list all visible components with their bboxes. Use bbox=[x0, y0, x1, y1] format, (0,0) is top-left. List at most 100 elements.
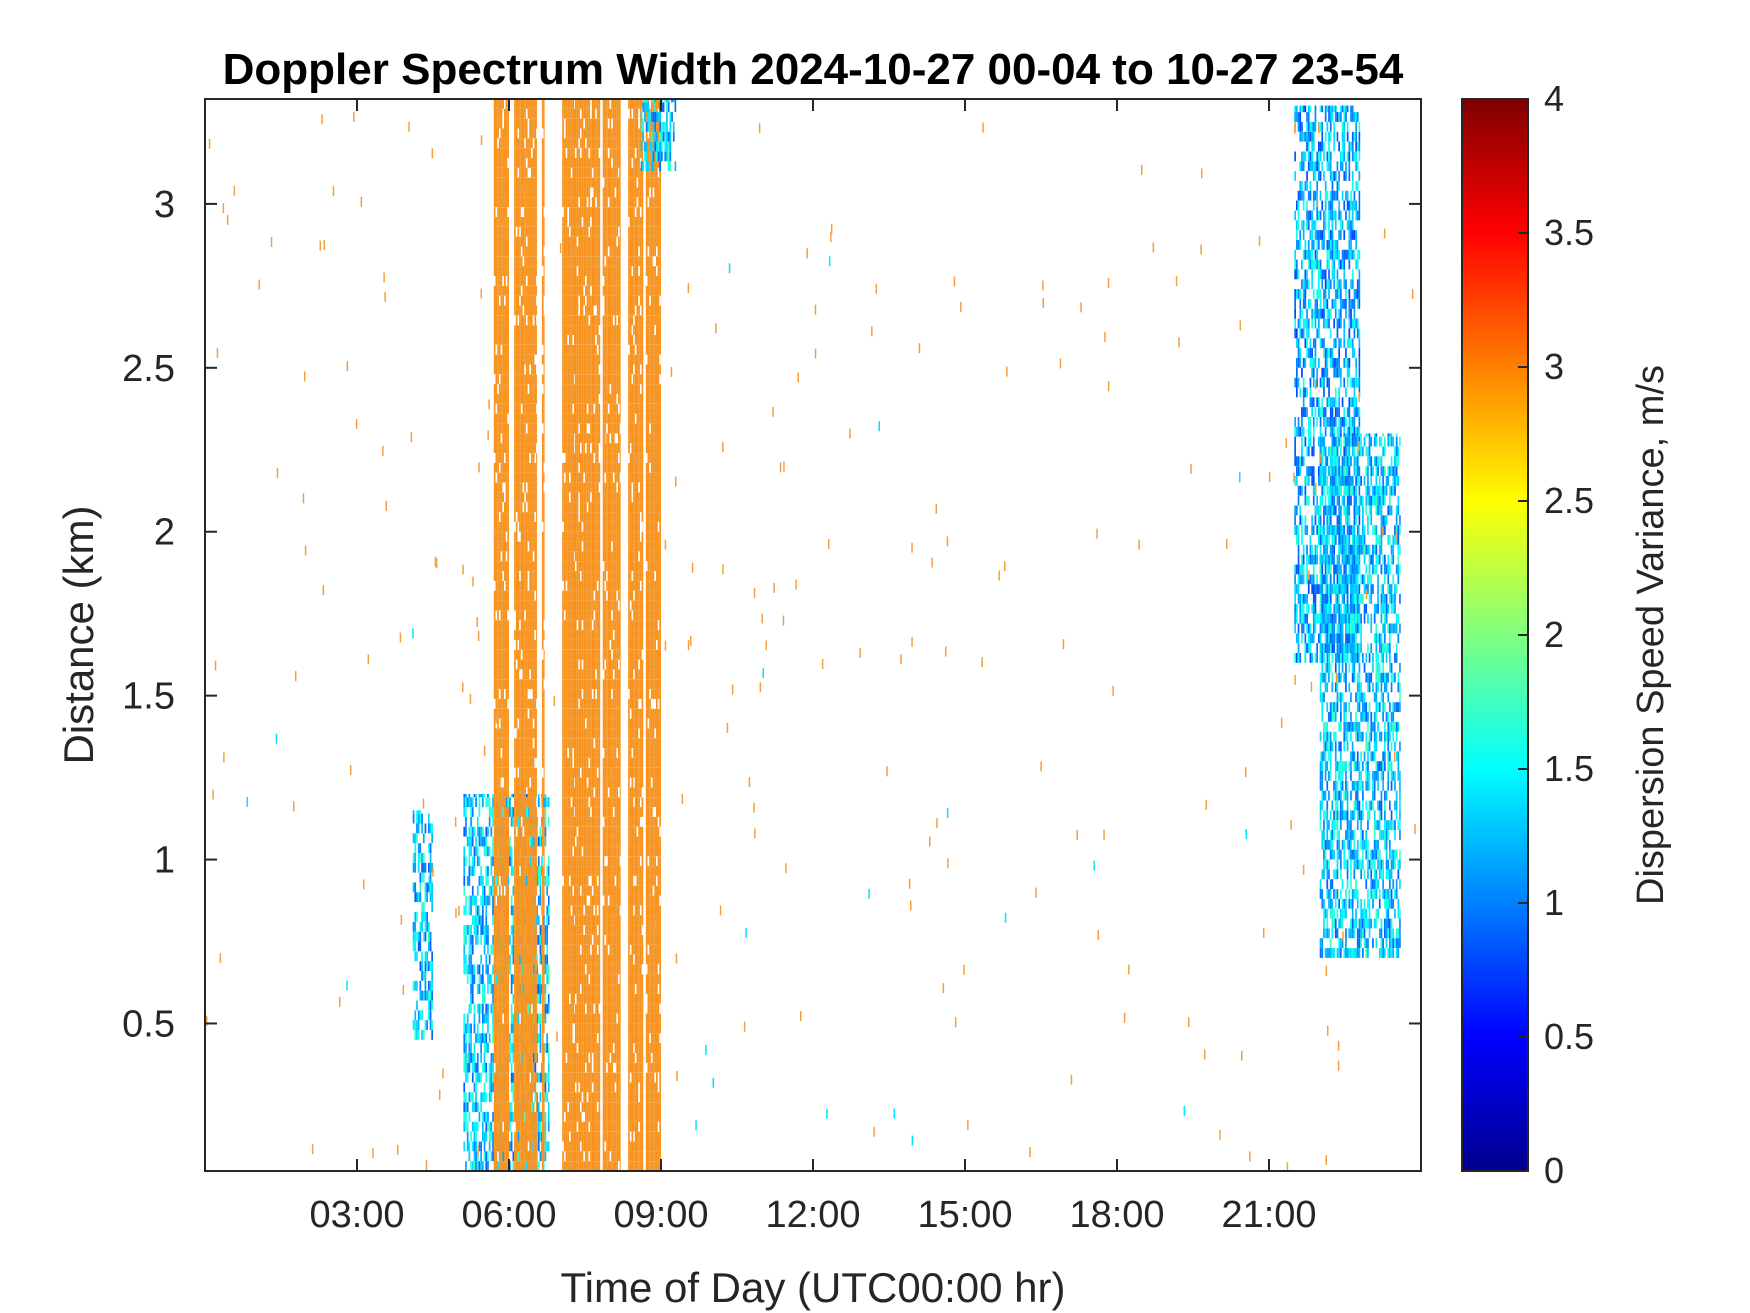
heatmap-cell bbox=[572, 482, 575, 493]
heatmap-cell bbox=[519, 1003, 521, 1014]
heatmap-cell bbox=[529, 325, 531, 335]
heatmap-cell bbox=[532, 600, 535, 611]
heatmap-cell bbox=[574, 915, 577, 926]
heatmap-cell bbox=[520, 846, 523, 857]
heatmap-cell bbox=[536, 620, 538, 630]
heatmap-cell bbox=[572, 276, 575, 286]
heatmap-cell bbox=[572, 492, 575, 503]
heatmap-cell bbox=[504, 423, 506, 434]
heatmap-cell bbox=[520, 964, 523, 975]
heatmap-cell bbox=[422, 853, 425, 863]
heatmap-cell bbox=[563, 571, 566, 581]
heatmap-cell bbox=[507, 1121, 509, 1132]
heatmap-cell bbox=[495, 649, 498, 660]
heatmap-cell bbox=[465, 794, 467, 798]
heatmap-cell bbox=[495, 590, 498, 601]
heatmap-cell bbox=[567, 384, 569, 394]
heatmap-cell bbox=[480, 876, 482, 886]
heatmap-cell bbox=[493, 462, 496, 473]
heatmap-cell bbox=[525, 1112, 528, 1122]
heatmap-cell bbox=[525, 295, 528, 306]
heatmap-cell bbox=[525, 718, 528, 729]
heatmap-cell bbox=[520, 276, 523, 286]
heatmap-cell bbox=[525, 826, 528, 837]
heatmap-cell bbox=[574, 256, 577, 267]
heatmap-cell bbox=[567, 698, 569, 709]
heatmap-cell bbox=[431, 1030, 433, 1040]
heatmap-cell bbox=[429, 843, 432, 853]
heatmap-cell bbox=[487, 846, 489, 857]
heatmap-cell bbox=[543, 433, 545, 444]
heatmap-cell bbox=[493, 521, 496, 532]
heatmap-cell bbox=[536, 335, 538, 345]
heatmap-cell bbox=[563, 738, 566, 749]
heatmap-cell bbox=[529, 1033, 531, 1044]
heatmap-cell bbox=[517, 207, 520, 217]
heatmap-cell bbox=[495, 462, 498, 473]
heatmap-cell bbox=[524, 551, 526, 562]
heatmap-cell bbox=[478, 1033, 481, 1044]
heatmap-cell bbox=[507, 915, 509, 926]
heatmap-cell bbox=[488, 816, 491, 827]
heatmap-cell bbox=[500, 669, 503, 680]
heatmap-cell bbox=[493, 610, 496, 621]
heatmap-cell bbox=[512, 935, 515, 945]
heatmap-cell bbox=[522, 118, 525, 129]
heatmap-cell bbox=[500, 826, 503, 837]
heatmap-cell bbox=[483, 846, 486, 857]
heatmap-cell bbox=[520, 1112, 523, 1122]
heatmap-cell bbox=[488, 807, 491, 817]
heatmap-cell bbox=[495, 787, 498, 798]
heatmap-cell bbox=[493, 885, 496, 896]
heatmap-cell bbox=[507, 984, 509, 994]
heatmap-cell bbox=[574, 944, 575, 955]
heatmap-cell bbox=[515, 315, 518, 326]
heatmap-cell bbox=[527, 1003, 530, 1014]
heatmap-cell bbox=[539, 1043, 542, 1053]
heatmap-cell bbox=[478, 826, 481, 837]
heatmap-cell bbox=[522, 1053, 525, 1063]
heatmap-cell bbox=[576, 108, 579, 119]
heatmap-cell bbox=[532, 1121, 535, 1132]
heatmap-cell bbox=[504, 905, 506, 916]
heatmap-cell bbox=[412, 921, 415, 932]
heatmap-cell bbox=[498, 669, 501, 680]
heatmap-cell bbox=[574, 718, 575, 729]
heatmap-cell bbox=[524, 571, 526, 581]
heatmap-cell bbox=[500, 502, 503, 512]
heatmap-cell bbox=[524, 600, 526, 611]
heatmap-cell bbox=[497, 964, 499, 975]
heatmap-cell bbox=[514, 374, 516, 385]
heatmap-cell bbox=[500, 187, 503, 198]
heatmap-cell bbox=[524, 807, 526, 817]
heatmap-cell bbox=[543, 335, 545, 345]
heatmap-cell bbox=[495, 876, 498, 886]
heatmap-cell bbox=[426, 921, 428, 932]
heatmap-cell bbox=[492, 1131, 494, 1142]
heatmap-cell bbox=[574, 767, 575, 778]
heatmap-cell bbox=[493, 1161, 496, 1171]
heatmap-cell bbox=[498, 571, 501, 581]
heatmap-cell bbox=[497, 767, 499, 778]
heatmap-cell bbox=[500, 630, 503, 640]
heatmap-cell bbox=[520, 1131, 523, 1142]
heatmap-cell bbox=[510, 1072, 513, 1083]
heatmap-cell bbox=[522, 148, 525, 158]
heatmap-cell bbox=[576, 905, 579, 916]
heatmap-cell bbox=[539, 1023, 542, 1034]
heatmap-cell bbox=[505, 649, 508, 660]
heatmap-cell bbox=[578, 453, 580, 463]
heatmap-cell bbox=[515, 994, 518, 1004]
heatmap-cell bbox=[519, 167, 521, 178]
heatmap-cell bbox=[422, 902, 425, 912]
heatmap-cell bbox=[507, 590, 509, 601]
heatmap-cell bbox=[515, 502, 518, 512]
heatmap-cell bbox=[487, 794, 489, 798]
heatmap-cell bbox=[576, 807, 579, 817]
heatmap-cell bbox=[502, 639, 504, 650]
heatmap-cell bbox=[497, 738, 499, 749]
heatmap-cell bbox=[522, 364, 525, 375]
heatmap-cell bbox=[569, 767, 571, 778]
heatmap-cell bbox=[480, 1033, 482, 1044]
heatmap-cell bbox=[527, 885, 530, 896]
